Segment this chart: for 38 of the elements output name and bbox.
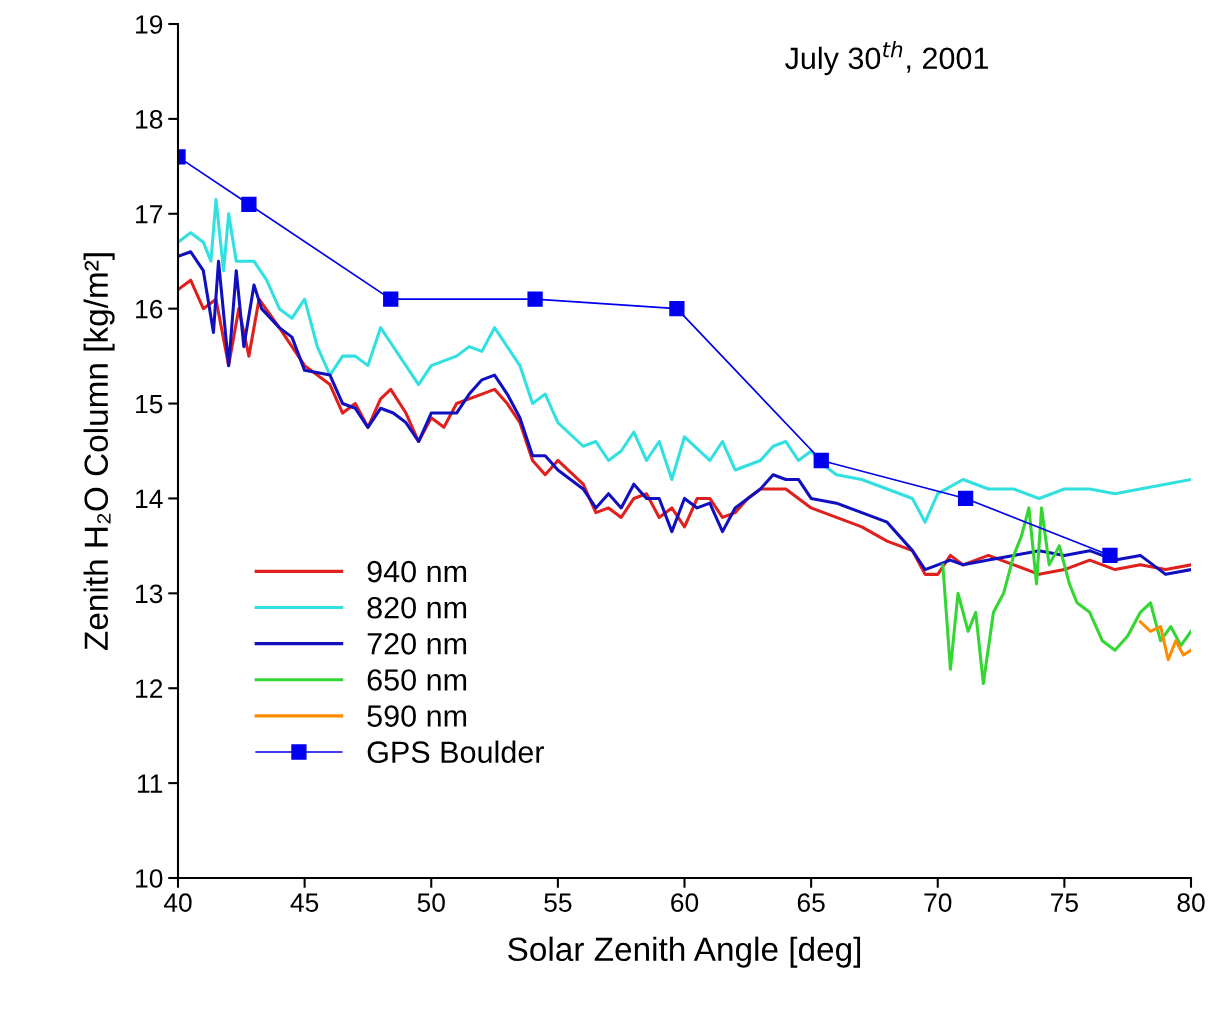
y-tick-label: 18	[136, 110, 163, 129]
y-tick-label: 11	[138, 774, 163, 793]
legend-label: GPS Boulder	[367, 740, 544, 764]
x-tick-label: 80	[1177, 893, 1205, 912]
point	[669, 301, 685, 317]
point	[527, 291, 543, 307]
text: July 30$^{th}$, 2001	[785, 40, 988, 76]
y-axis-title: Zenith H₂O Column [kg/m²]	[83, 253, 115, 650]
legend-label: 650 nm	[367, 669, 467, 691]
line-series	[178, 198, 1191, 524]
y-tick-label: 17	[136, 205, 163, 224]
y-tick-label: 12	[136, 679, 163, 698]
line-series	[941, 506, 1191, 686]
y-tick-label: 16	[136, 299, 163, 319]
y-tick-label: 13	[136, 584, 163, 604]
x-tick-label: 75	[1051, 893, 1078, 912]
x-axis-title: Solar Zenith Angle [deg]	[508, 936, 861, 968]
x-tick-label: 65	[797, 893, 825, 912]
point	[957, 490, 974, 507]
y-tick-label: 10	[136, 869, 163, 888]
x-tick-label: 55	[544, 893, 572, 912]
legend-label: 590 nm	[367, 705, 467, 727]
point	[383, 291, 399, 307]
y-tick-label: 14	[136, 489, 163, 509]
y-tick-label: 19	[136, 15, 163, 34]
point	[813, 452, 829, 469]
legend-label: 940 nm	[367, 560, 467, 583]
x-tick-label: 60	[671, 893, 699, 912]
y-tick-label: 15	[136, 394, 163, 414]
legend-label: 820 nm	[367, 596, 467, 619]
x-tick-label: 40	[163, 893, 192, 912]
x-tick-label: 50	[417, 893, 445, 912]
x-tick-label: 45	[290, 893, 319, 912]
point	[1102, 547, 1118, 564]
point	[241, 196, 257, 212]
line-series	[1138, 620, 1191, 662]
legend-label: 720 nm	[367, 633, 467, 655]
x-tick-label: 70	[924, 893, 952, 912]
